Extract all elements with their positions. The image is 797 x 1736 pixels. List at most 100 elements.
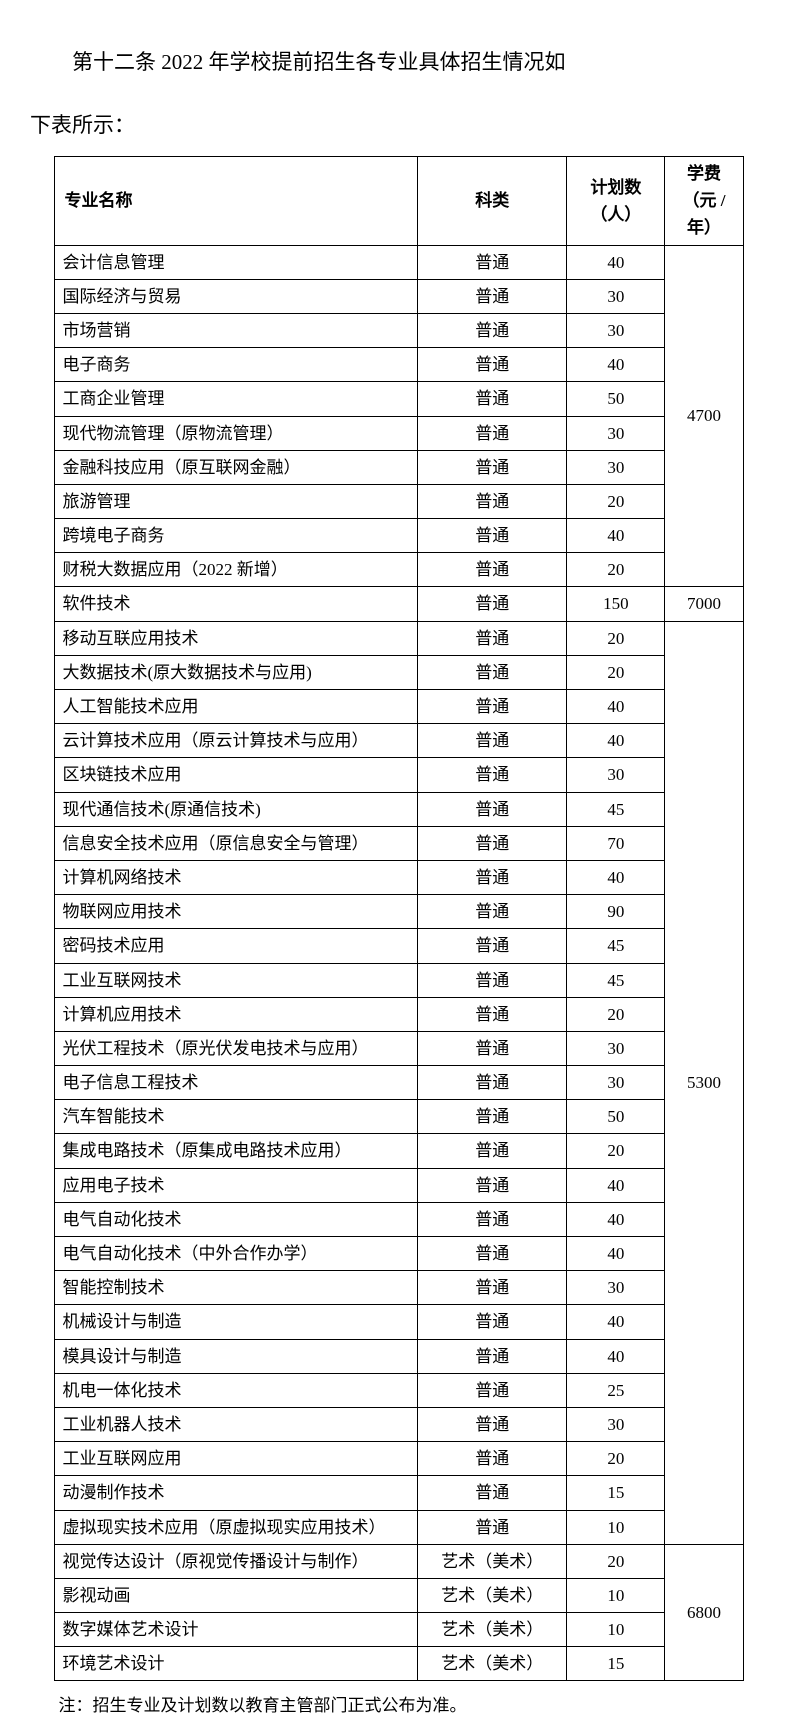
table-header-row: 专业名称 科类 计划数（人） 学费（元 / 年） (54, 157, 743, 246)
cell-category: 艺术（美术） (418, 1613, 567, 1647)
cell-category: 普通 (418, 1476, 567, 1510)
cell-major: 云计算技术应用（原云计算技术与应用） (54, 724, 418, 758)
table-row: 光伏工程技术（原光伏发电技术与应用）普通30 (54, 1031, 743, 1065)
cell-major: 环境艺术设计 (54, 1647, 418, 1681)
table-row: 机电一体化技术普通25 (54, 1373, 743, 1407)
cell-category: 普通 (418, 1373, 567, 1407)
cell-plan: 30 (567, 416, 665, 450)
cell-plan: 40 (567, 860, 665, 894)
cell-category: 普通 (418, 1271, 567, 1305)
cell-major: 汽车智能技术 (54, 1100, 418, 1134)
cell-plan: 90 (567, 895, 665, 929)
cell-category: 普通 (418, 1510, 567, 1544)
cell-plan: 50 (567, 382, 665, 416)
cell-category: 普通 (418, 348, 567, 382)
table-row: 动漫制作技术普通15 (54, 1476, 743, 1510)
cell-plan: 20 (567, 1134, 665, 1168)
cell-category: 普通 (418, 724, 567, 758)
cell-major: 电气自动化技术（中外合作办学） (54, 1237, 418, 1271)
cell-category: 普通 (418, 313, 567, 347)
cell-plan: 45 (567, 929, 665, 963)
table-row: 视觉传达设计（原视觉传播设计与制作）艺术（美术）206800 (54, 1544, 743, 1578)
cell-category: 普通 (418, 382, 567, 416)
cell-major: 工商企业管理 (54, 382, 418, 416)
cell-plan: 30 (567, 313, 665, 347)
cell-major: 大数据技术(原大数据技术与应用) (54, 655, 418, 689)
cell-major: 财税大数据应用（2022 新增） (54, 553, 418, 587)
cell-plan: 30 (567, 758, 665, 792)
table-row: 信息安全技术应用（原信息安全与管理）普通70 (54, 826, 743, 860)
cell-major: 计算机网络技术 (54, 860, 418, 894)
cell-major: 应用电子技术 (54, 1168, 418, 1202)
cell-major: 机械设计与制造 (54, 1305, 418, 1339)
cell-category: 普通 (418, 519, 567, 553)
table-row: 软件技术普通1507000 (54, 587, 743, 621)
table-row: 跨境电子商务普通40 (54, 519, 743, 553)
cell-major: 电气自动化技术 (54, 1202, 418, 1236)
cell-major: 旅游管理 (54, 484, 418, 518)
cell-category: 普通 (418, 1100, 567, 1134)
table-row: 大数据技术(原大数据技术与应用)普通20 (54, 655, 743, 689)
cell-category: 普通 (418, 792, 567, 826)
cell-major: 模具设计与制造 (54, 1339, 418, 1373)
table-row: 应用电子技术普通40 (54, 1168, 743, 1202)
cell-category: 普通 (418, 1305, 567, 1339)
table-row: 智能控制技术普通30 (54, 1271, 743, 1305)
cell-major: 物联网应用技术 (54, 895, 418, 929)
table-row: 人工智能技术应用普通40 (54, 690, 743, 724)
cell-major: 智能控制技术 (54, 1271, 418, 1305)
cell-plan: 45 (567, 792, 665, 826)
cell-category: 普通 (418, 895, 567, 929)
cell-fee: 7000 (665, 587, 743, 621)
cell-category: 艺术（美术） (418, 1578, 567, 1612)
cell-category: 普通 (418, 1031, 567, 1065)
cell-major: 区块链技术应用 (54, 758, 418, 792)
cell-category: 普通 (418, 758, 567, 792)
cell-major: 动漫制作技术 (54, 1476, 418, 1510)
cell-category: 普通 (418, 1442, 567, 1476)
cell-major: 视觉传达设计（原视觉传播设计与制作） (54, 1544, 418, 1578)
cell-major: 电子信息工程技术 (54, 1066, 418, 1100)
cell-category: 普通 (418, 929, 567, 963)
cell-category: 艺术（美术） (418, 1544, 567, 1578)
table-row: 旅游管理普通20 (54, 484, 743, 518)
cell-category: 普通 (418, 621, 567, 655)
cell-plan: 30 (567, 450, 665, 484)
intro-text-line1: 第十二条 2022 年学校提前招生各专业具体招生情况如 (30, 41, 767, 83)
cell-plan: 40 (567, 690, 665, 724)
table-row: 金融科技应用（原互联网金融）普通30 (54, 450, 743, 484)
table-row: 集成电路技术（原集成电路技术应用）普通20 (54, 1134, 743, 1168)
cell-plan: 20 (567, 1442, 665, 1476)
cell-category: 普通 (418, 997, 567, 1031)
table-row: 财税大数据应用（2022 新增）普通20 (54, 553, 743, 587)
cell-plan: 40 (567, 1339, 665, 1373)
cell-major: 市场营销 (54, 313, 418, 347)
cell-category: 普通 (418, 826, 567, 860)
table-row: 电气自动化技术（中外合作办学）普通40 (54, 1237, 743, 1271)
cell-category: 普通 (418, 279, 567, 313)
cell-plan: 30 (567, 1407, 665, 1441)
cell-major: 密码技术应用 (54, 929, 418, 963)
cell-plan: 30 (567, 1271, 665, 1305)
table-row: 电子信息工程技术普通30 (54, 1066, 743, 1100)
intro-text-line2: 下表所示： (30, 104, 767, 146)
cell-major: 软件技术 (54, 587, 418, 621)
cell-major: 数字媒体艺术设计 (54, 1613, 418, 1647)
table-row: 工业互联网应用普通20 (54, 1442, 743, 1476)
cell-category: 普通 (418, 245, 567, 279)
cell-plan: 70 (567, 826, 665, 860)
cell-category: 艺术（美术） (418, 1647, 567, 1681)
cell-plan: 30 (567, 1031, 665, 1065)
cell-plan: 40 (567, 1237, 665, 1271)
cell-fee: 5300 (665, 621, 743, 1544)
cell-major: 电子商务 (54, 348, 418, 382)
cell-category: 普通 (418, 416, 567, 450)
cell-plan: 10 (567, 1613, 665, 1647)
cell-category: 普通 (418, 484, 567, 518)
table-row: 影视动画艺术（美术）10 (54, 1578, 743, 1612)
cell-category: 普通 (418, 860, 567, 894)
table-row: 工业机器人技术普通30 (54, 1407, 743, 1441)
cell-category: 普通 (418, 655, 567, 689)
cell-plan: 20 (567, 484, 665, 518)
cell-category: 普通 (418, 690, 567, 724)
